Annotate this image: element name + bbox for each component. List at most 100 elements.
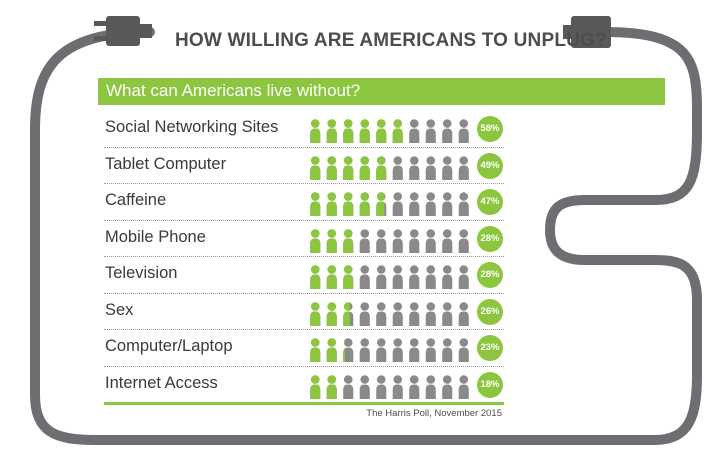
person-icon [392,155,403,180]
person-icon [458,374,469,399]
person-icon [409,228,420,253]
chart-row: Computer/Laptop 23% [104,330,504,367]
person-icon [442,374,453,399]
person-icon [425,374,436,399]
person-icon [343,301,350,326]
person-icon [343,192,354,216]
person-icon [343,265,354,289]
person-icon [425,338,436,362]
person-icon [343,155,354,180]
subtitle-text: What can Americans live without? [106,81,361,100]
person-icon [409,265,420,289]
category-label: Social Networking Sites [105,118,279,136]
person-icon [310,155,321,180]
page-title: HOW WILLING ARE AMERICANS TO UNPLUG? [175,30,607,51]
pictogram-bar [310,374,469,399]
chart-row: Tablet Computer 49% [104,148,504,184]
person-icon [359,265,370,289]
person-icon [442,119,453,143]
person-icon [359,338,370,362]
person-icon [326,374,337,399]
person-icon [409,192,420,216]
person-icon [392,119,403,143]
person-icon [310,192,321,216]
person-icon [326,265,337,289]
filled-people [310,155,387,180]
pictogram-bar [310,119,469,143]
person-icon [409,155,420,180]
percent-badge: 23% [477,335,503,361]
subtitle-banner: What can Americans live without? [98,78,665,105]
person-icon [376,192,385,216]
person-icon [425,228,436,253]
person-icon [326,119,337,143]
person-icon [442,301,453,326]
person-icon [359,119,370,143]
person-icon [409,301,420,326]
person-icon [442,228,453,253]
person-icon [326,228,337,253]
person-icon [359,374,370,399]
category-label: Mobile Phone [105,227,206,246]
person-icon [458,228,469,253]
person-icon [310,119,321,143]
filled-people [310,192,385,216]
person-icon [343,338,354,362]
percent-badge: 28% [477,262,503,288]
person-icon [442,155,453,180]
person-icon [376,374,387,399]
percent-badge: 58% [477,116,503,142]
person-icon [409,374,420,399]
person-icon [310,374,321,399]
category-label: Computer/Laptop [105,337,233,355]
chart-row: Television 28% [104,257,504,294]
pictogram-bar [310,265,469,289]
person-icon [425,301,436,326]
filled-people [310,265,354,289]
person-icon [425,192,436,216]
socket-icon [563,16,611,48]
person-icon [359,192,370,216]
person-icon [392,265,403,289]
person-icon [442,265,453,289]
pictogram-bar [310,301,469,326]
person-icon [425,119,436,143]
filled-people [310,228,354,253]
person-icon [392,374,403,399]
chart-row: Internet Access 18% [104,367,504,403]
person-icon [392,301,403,326]
person-icon [310,265,321,289]
chart-row: Mobile Phone 28% [104,221,504,257]
percent-badge: 26% [477,298,503,325]
person-icon [310,338,321,362]
person-icon [376,301,387,326]
person-icon [343,228,354,253]
person-icon [359,228,370,253]
pictogram-bar [310,155,469,180]
chart-row: Caffeine 47% [104,184,504,221]
person-icon [392,228,403,253]
chart-row: Sex 26% [104,294,504,330]
person-icon [442,338,453,362]
person-icon [442,192,453,216]
plug-icon [94,16,152,46]
person-icon [326,192,337,216]
category-label: Caffeine [105,191,167,209]
person-icon [310,228,321,253]
chart-rows: Social Networking Sites 58% Tablet Compute… [104,111,504,403]
person-icon [392,192,403,216]
person-icon [409,338,420,362]
person-icon [458,301,469,326]
person-icon [376,155,387,180]
filled-people [310,301,350,326]
percent-badge: 49% [477,152,503,179]
person-icon [326,301,337,326]
category-label: Internet Access [105,373,218,392]
power-cord [30,27,702,445]
person-icon [343,339,345,362]
person-icon [409,119,420,143]
pictogram-bar [310,338,469,362]
percent-badge: 18% [477,371,503,398]
person-icon [458,119,469,143]
